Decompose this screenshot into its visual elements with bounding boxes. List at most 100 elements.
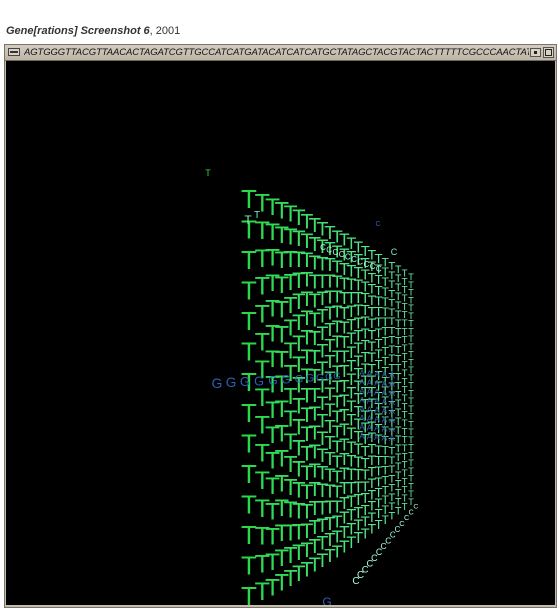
- grid-letter-t: T: [265, 245, 280, 272]
- grid-letter-t: T: [395, 291, 402, 303]
- grid-letter-t: T: [354, 315, 364, 332]
- cluster-letter-a: A: [374, 369, 380, 379]
- grid-letter-t: T: [275, 471, 289, 497]
- cluster-letter-a: A: [359, 422, 365, 432]
- grid-letter-t: T: [388, 409, 395, 421]
- grid-letter-t: T: [316, 428, 328, 450]
- grid-letter-t: T: [395, 506, 402, 518]
- grid-letter-t: T: [354, 379, 364, 396]
- grid-letter-t: T: [292, 457, 305, 482]
- grid-letter-t: T: [354, 518, 364, 535]
- grid-letter-t: T: [354, 252, 364, 269]
- grid-letter-t: T: [368, 406, 377, 422]
- grid-letter-t: T: [375, 453, 383, 468]
- grid-letter-t: T: [395, 327, 402, 339]
- grid-letter-t: T: [402, 377, 408, 388]
- grid-letter-t: T: [265, 498, 280, 525]
- grid-letter-t: T: [309, 517, 321, 539]
- stray-letter: C: [375, 221, 380, 228]
- letter-scene[interactable]: TTTTTTTTTTTTTTTTTTTTTTTTTTTTTTTTTTTTTTTT…: [6, 61, 555, 605]
- grid-letter-t: T: [361, 503, 370, 519]
- grid-letter-t: T: [408, 381, 414, 391]
- grid-letter-t: T: [324, 384, 335, 405]
- grid-letter-t: T: [381, 265, 389, 279]
- grid-letter-t: T: [375, 325, 383, 340]
- grid-letter-t: T: [402, 344, 408, 355]
- bottom-letter-c: C: [362, 564, 369, 575]
- grid-letter-t: T: [316, 358, 328, 380]
- grid-letter-t: T: [332, 286, 343, 306]
- maximize-icon[interactable]: [543, 47, 554, 58]
- top-letter-c: C: [339, 250, 345, 259]
- minimize-icon[interactable]: [530, 48, 541, 57]
- grid-letter-t: T: [408, 419, 414, 429]
- grid-letter-t: T: [241, 428, 257, 458]
- grid-letter-t: T: [332, 391, 343, 411]
- grid-letter-t: T: [402, 485, 408, 496]
- grid-letter-t: T: [388, 307, 395, 319]
- grid-letter-t: T: [368, 315, 377, 331]
- grid-letter-t: T: [408, 497, 414, 507]
- grid-letter-t: T: [395, 336, 402, 348]
- window-titlebar[interactable]: AGTGGGTTACGTTAACACTAGATCGTTGCCATCATGATAC…: [5, 45, 556, 61]
- grid-letter-t: T: [361, 409, 370, 425]
- grid-letter-t: T: [395, 461, 402, 473]
- cluster-letter-a: A: [382, 379, 388, 389]
- row-letter-g: G: [325, 372, 333, 383]
- grid-letter-t: T: [381, 444, 389, 458]
- grid-letter-t: T: [301, 346, 314, 369]
- grid-letter-t: T: [408, 404, 414, 414]
- caption-title: Gene[rations] Screenshot 6: [6, 25, 150, 37]
- grid-letter-t: T: [402, 385, 408, 396]
- bottom-letter-c: C: [390, 531, 396, 540]
- grid-letter-t: T: [368, 292, 377, 308]
- grid-letter-t: T: [368, 521, 377, 537]
- top-letter-c: C: [364, 260, 370, 269]
- grid-letter-t: T: [241, 398, 257, 428]
- cluster-letter-a: A: [382, 370, 388, 380]
- grid-letter-t: T: [388, 335, 395, 347]
- grid-letter-t: T: [324, 432, 335, 453]
- grid-letter-t: T: [346, 534, 356, 552]
- grid-letter-t: T: [284, 451, 298, 477]
- grid-letter-t: T: [309, 253, 321, 275]
- grid-letter-t: T: [292, 436, 305, 461]
- grid-letter-t: T: [275, 372, 289, 398]
- grid-letter-t: T: [316, 498, 328, 520]
- grid-letter-t: T: [368, 258, 377, 274]
- cluster-letter-a: A: [389, 379, 395, 389]
- grid-letter-t: T: [368, 498, 377, 514]
- cluster-letter-a: A: [367, 423, 373, 433]
- grid-letter-t: T: [388, 344, 395, 356]
- grid-letter-t: T: [284, 246, 298, 272]
- grid-letter-t: T: [292, 415, 305, 440]
- grid-letter-t: T: [339, 465, 350, 484]
- grid-letter-t: T: [388, 446, 395, 458]
- grid-letter-t: T: [284, 292, 298, 318]
- grid-letter-t: T: [255, 578, 270, 605]
- grid-letter-t: T: [408, 412, 414, 422]
- grid-letter-t: T: [381, 464, 389, 478]
- grid-letter-t: T: [395, 434, 402, 446]
- grid-letter-t: T: [368, 418, 377, 434]
- grid-letter-t: T: [309, 309, 321, 331]
- grid-letter-t: T: [408, 295, 414, 305]
- grid-letter-t: T: [346, 371, 356, 389]
- grid-letter-t: T: [402, 444, 408, 455]
- grid-letter-t: T: [361, 444, 370, 460]
- grid-letter-t: T: [395, 318, 402, 330]
- grid-letter-t: T: [301, 327, 314, 350]
- grid-letter-t: T: [395, 470, 402, 482]
- grid-letter-t: T: [395, 354, 402, 366]
- window-menu-icon[interactable]: [8, 48, 20, 56]
- cluster-letter-a: A: [359, 431, 365, 441]
- grid-letter-t: T: [275, 223, 289, 249]
- grid-letter-t: T: [255, 412, 270, 440]
- grid-letter-t: T: [324, 319, 335, 340]
- grid-letter-t: T: [388, 353, 395, 365]
- bottom-letter-c: C: [413, 504, 418, 511]
- grid-letter-t: T: [375, 485, 383, 500]
- grid-letter-t: T: [346, 507, 356, 525]
- cluster-letter-a: A: [389, 424, 395, 434]
